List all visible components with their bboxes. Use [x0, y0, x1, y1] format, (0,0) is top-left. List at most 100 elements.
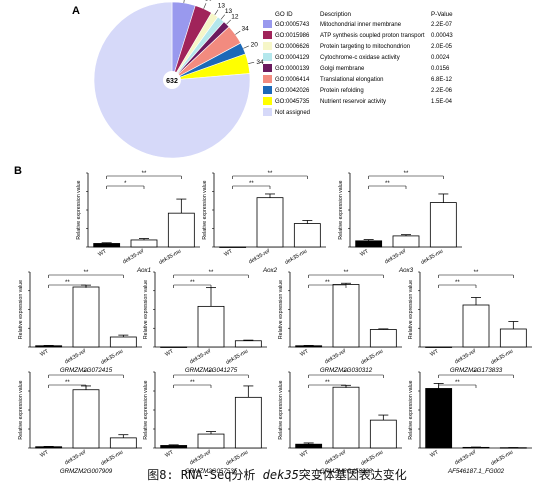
gene-title: Aox3 — [398, 267, 414, 274]
go-legend: GO ID Description P-Value GO:0005743 Mitocho… — [263, 11, 453, 116]
pie-leader-line — [226, 19, 231, 25]
legend-go-id: GO:0004129 — [275, 55, 310, 61]
legend-header-description: Description — [320, 11, 352, 18]
bar — [35, 345, 63, 348]
pie-slice-label: 20 — [251, 42, 259, 49]
pie-leader-line — [183, 0, 185, 3]
legend-p-value: 0.0024 — [431, 55, 450, 61]
bar — [234, 340, 262, 348]
y-axis-label: Relative expression value — [202, 180, 208, 239]
legend-description: Translational elongation — [320, 77, 384, 83]
bar — [425, 346, 453, 348]
significance-label: ** — [455, 380, 460, 386]
caption-prefix: 图8: RNA-Seq分析 — [147, 468, 256, 482]
legend-go-id: GO:0045735 — [275, 99, 310, 105]
legend-go-id: GO:0006626 — [275, 44, 310, 50]
legend-go-id: GO:0042026 — [275, 88, 310, 94]
bar-panel: Relative expression value WT dek35-ref dek3… — [278, 270, 402, 374]
pie-leader-line — [214, 9, 219, 15]
bar-panel: Relative expression value WT dek35-ref dek3… — [338, 171, 462, 274]
y-axis-label: Relative expression value — [278, 380, 284, 439]
pie-center-hole — [163, 71, 181, 89]
significance-label: ** — [65, 280, 70, 286]
pie-leader-line — [203, 3, 207, 9]
caption-suffix: 突变体基因表达变化 — [298, 468, 407, 482]
pie-slice-label: 34 — [256, 59, 264, 66]
x-tick-label: dek35-mu — [360, 450, 384, 467]
y-axis-label: Relative expression value — [143, 380, 149, 439]
significance-label: * — [124, 181, 127, 187]
y-axis-label: Relative expression value — [408, 280, 414, 339]
x-tick-label: dek35-mu — [284, 249, 308, 266]
gene-title: AF546187.1_FG002 — [447, 468, 505, 475]
legend-swatch — [263, 64, 272, 72]
panel-b-label: B — [14, 165, 22, 177]
x-tick-label: dek35-ref — [384, 248, 408, 265]
pie-leader-line — [235, 30, 241, 35]
bar — [256, 197, 284, 248]
bar — [462, 446, 490, 449]
significance-label: ** — [268, 171, 273, 177]
pie-slice-label: 13 — [225, 8, 233, 15]
y-axis-label: Relative expression value — [408, 380, 414, 439]
legend-p-value: 0.00043 — [431, 33, 453, 39]
x-tick-label: dek35-mu — [225, 349, 249, 366]
x-tick-label: WT — [429, 449, 440, 459]
x-tick-label: dek35-mu — [490, 450, 514, 467]
y-axis-label: Relative expression value — [76, 180, 82, 239]
bar — [167, 212, 195, 248]
legend-swatch — [263, 31, 272, 39]
bar — [499, 328, 527, 348]
legend-p-value: 2.2E-06 — [431, 88, 453, 94]
bar — [429, 202, 457, 248]
x-tick-label: WT — [223, 248, 234, 258]
significance-label: ** — [404, 171, 409, 177]
gene-title: Aox1 — [136, 267, 151, 274]
panel-a-label: A — [72, 5, 80, 17]
bar-panel: Relative expression value WT dek35-ref dek3… — [143, 270, 267, 374]
gene-title: GRMZM2G030312 — [320, 367, 373, 374]
x-tick-label: dek35-mu — [100, 450, 124, 467]
y-axis-label: Relative expression value — [143, 280, 149, 339]
caption-gene: dek35 — [262, 468, 299, 482]
legend-p-value: 2.2E-07 — [431, 22, 453, 28]
x-tick-label: dek35-ref — [324, 348, 348, 365]
significance-label: ** — [84, 270, 89, 276]
legend-go-id: GO:0000139 — [275, 66, 310, 72]
x-tick-label: dek35-mu — [420, 249, 444, 266]
legend-description: Protein refolding — [320, 88, 364, 94]
x-tick-label: dek35-ref — [324, 449, 348, 466]
x-tick-label: dek35-ref — [64, 348, 88, 365]
x-tick-label: WT — [359, 248, 370, 258]
legend-p-value: 0.0156 — [431, 66, 450, 72]
pie-leader-line — [243, 45, 249, 49]
gene-title: GRMZM2G007909 — [60, 468, 113, 475]
significance-label: ** — [249, 181, 254, 187]
significance-label: ** — [344, 270, 349, 276]
legend-description: ATP synthesis coupled proton transport — [320, 33, 425, 39]
legend-description: Golgi membrane — [320, 66, 365, 72]
pie-leader-line — [248, 61, 255, 64]
y-axis-label: Relative expression value — [18, 280, 24, 339]
significance-label: ** — [325, 280, 330, 286]
legend-swatch — [263, 108, 272, 116]
bar — [109, 437, 137, 449]
legend-swatch — [263, 86, 272, 94]
bar — [130, 239, 158, 248]
bar — [197, 305, 225, 348]
bar — [369, 419, 397, 449]
significance-label: ** — [455, 280, 460, 286]
bar — [93, 243, 121, 248]
legend-swatch — [263, 20, 272, 28]
bar — [332, 386, 360, 449]
legend-description: Nutrient reservoir activity — [320, 99, 386, 105]
bar — [295, 443, 323, 449]
gene-title: Aox2 — [262, 267, 278, 274]
legend-description: Protein targeting to mitochondrion — [320, 44, 410, 50]
significance-label: ** — [84, 370, 89, 376]
bar — [35, 446, 63, 449]
significance-label: ** — [209, 270, 214, 276]
bar — [332, 284, 360, 348]
gene-title: GRMZM2G072415 — [60, 367, 113, 374]
pie-slice-label: 13 — [218, 3, 226, 10]
